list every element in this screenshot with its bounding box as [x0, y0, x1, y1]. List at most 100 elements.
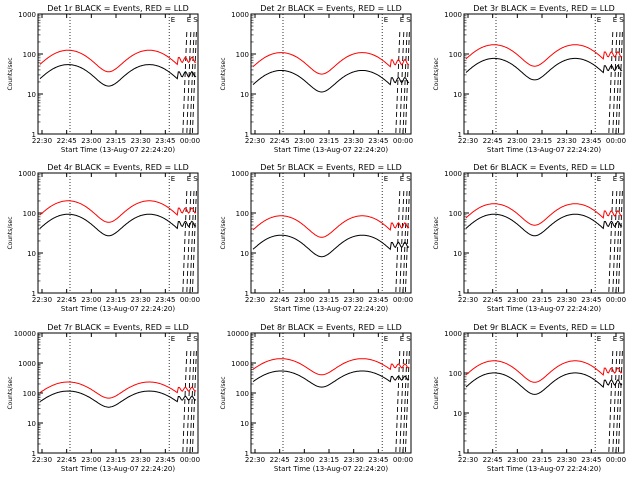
flag-label: E	[613, 16, 617, 24]
x-tick-label: 00:00	[393, 137, 413, 145]
events-series-line	[252, 234, 410, 258]
x-axis-label: Start Time (13-Aug-07 22:24:20)	[61, 305, 175, 313]
x-tick-label: 22:45	[57, 456, 77, 464]
flag-label: E	[400, 335, 404, 343]
x-tick-label: 23:00	[507, 296, 527, 304]
x-tick-label: 00:00	[180, 456, 200, 464]
y-tick-label: 10	[240, 420, 249, 428]
x-axis-label: Start Time (13-Aug-07 22:24:20)	[487, 465, 601, 473]
events-series-line	[252, 370, 410, 388]
y-tick-label: 10	[453, 410, 462, 418]
x-tick-label: 00:00	[606, 296, 626, 304]
x-tick-label: 23:30	[344, 456, 364, 464]
dashed-marker-line	[186, 190, 192, 294]
y-tick-label: 1000	[231, 170, 249, 178]
detector-panel-4: Det 4r BLACK = Events, RED = LLD 1 10 100 10…	[7, 163, 200, 313]
plot-frame	[37, 13, 199, 135]
lld-series-line	[252, 52, 410, 75]
events-series-line	[39, 213, 197, 237]
dashed-marker-line	[182, 31, 188, 135]
y-tick-label: 100	[449, 370, 462, 378]
dashed-marker-line	[182, 190, 188, 294]
x-tick-label: 23:00	[507, 137, 527, 145]
y-tick-label: 100	[236, 51, 249, 59]
y-tick-label: 100	[236, 210, 249, 218]
y-tick-label: 100	[23, 51, 36, 59]
flag-label: E	[400, 175, 404, 183]
x-tick-label: 23:15	[106, 137, 126, 145]
y-tick-label: 1	[245, 131, 249, 139]
flag-label: E	[171, 335, 175, 343]
flag-label: E	[597, 16, 601, 24]
y-axis-label: Counts/sec	[433, 376, 440, 409]
y-tick-label: 10	[27, 420, 36, 428]
y-tick-label: 10	[27, 91, 36, 99]
dashed-marker-line	[399, 350, 405, 454]
x-axis-label: Start Time (13-Aug-07 22:24:20)	[274, 146, 388, 154]
dashed-marker-line	[617, 31, 623, 135]
x-tick-label: 23:45	[155, 137, 175, 145]
lld-series-line	[39, 381, 197, 399]
x-tick-label: 22:30	[458, 296, 478, 304]
flag-label: S	[619, 175, 624, 183]
panel-title: Det 2r BLACK = Events, RED = LLD	[260, 4, 402, 13]
dashed-marker-line	[189, 350, 195, 454]
events-series-line	[39, 64, 197, 87]
x-tick-label: 22:30	[458, 137, 478, 145]
dashed-marker-line	[615, 31, 621, 135]
flag-label: E	[171, 175, 175, 183]
x-tick-label: 23:15	[106, 456, 126, 464]
dashed-marker-line	[399, 190, 405, 294]
detector-panel-7: Det 7r BLACK = Events, RED = LLD 1 10 100 10…	[7, 323, 200, 473]
y-tick-label: 1000	[18, 11, 36, 19]
y-tick-label: 1000	[18, 170, 36, 178]
y-tick-label: 100	[449, 51, 462, 59]
x-tick-label: 23:45	[368, 296, 388, 304]
y-tick-label: 1	[458, 450, 462, 458]
flag-label: E	[384, 16, 388, 24]
x-tick-label: 00:00	[606, 137, 626, 145]
x-axis-label: Start Time (13-Aug-07 22:24:20)	[61, 465, 175, 473]
x-tick-label: 22:30	[245, 296, 265, 304]
detector-panel-6: Det 6r BLACK = Events, RED = LLD 1 10 100 10…	[433, 163, 626, 313]
x-tick-label: 23:15	[319, 296, 339, 304]
x-tick-label: 22:45	[483, 296, 503, 304]
y-tick-label: 1	[458, 131, 462, 139]
panel-title: Det 4r BLACK = Events, RED = LLD	[47, 163, 189, 172]
plot-frame	[250, 332, 412, 454]
flag-label: S	[619, 16, 624, 24]
dashed-marker-line	[617, 190, 623, 294]
y-tick-label: 1	[32, 290, 36, 298]
plot-frame	[250, 172, 412, 294]
plot-frame	[37, 172, 199, 294]
x-tick-label: 23:00	[294, 296, 314, 304]
x-tick-label: 22:30	[245, 456, 265, 464]
dashed-marker-line	[186, 350, 192, 454]
lld-series-line	[39, 49, 197, 73]
detector-panel-5: Det 5r BLACK = Events, RED = LLD 1 10 100 10…	[220, 163, 413, 313]
y-tick-label: 10	[240, 91, 249, 99]
lld-series-line	[465, 44, 623, 67]
dashed-marker-line	[612, 190, 618, 294]
x-tick-label: 23:45	[368, 456, 388, 464]
y-tick-label: 10	[453, 91, 462, 99]
x-tick-label: 00:00	[606, 456, 626, 464]
detector-panel-2: Det 2r BLACK = Events, RED = LLD 1 10 100 10…	[220, 4, 413, 154]
flag-label: E	[613, 335, 617, 343]
y-tick-label: 100	[23, 390, 36, 398]
dashed-marker-line	[612, 31, 618, 135]
plot-frame	[463, 332, 625, 454]
panel-title: Det 3r BLACK = Events, RED = LLD	[473, 4, 615, 13]
y-tick-label: 1000	[231, 360, 249, 368]
x-tick-label: 00:00	[180, 296, 200, 304]
x-axis-label: Start Time (13-Aug-07 22:24:20)	[274, 465, 388, 473]
lld-series-line	[252, 215, 410, 238]
dashed-marker-line	[615, 350, 621, 454]
x-tick-label: 22:30	[32, 296, 52, 304]
x-tick-label: 23:45	[368, 137, 388, 145]
dashed-marker-line	[182, 350, 188, 454]
y-tick-label: 1000	[444, 170, 462, 178]
flag-label: S	[193, 16, 198, 24]
